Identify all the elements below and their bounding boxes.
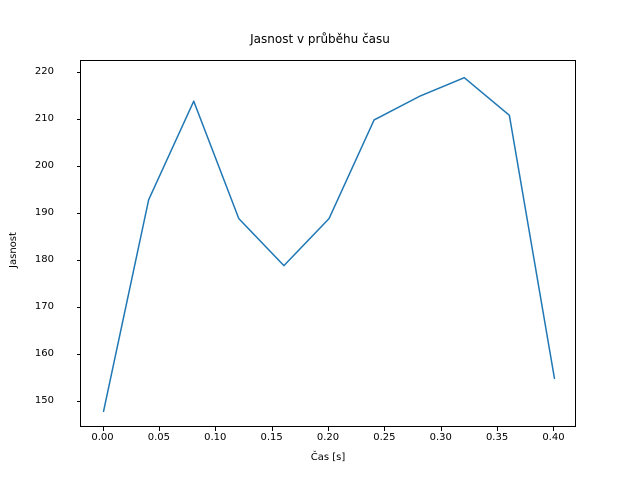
x-axis-tick-label: 0.15 [260,432,283,443]
y-axis-tick-mark [76,165,80,167]
y-axis-tick-mark [76,71,80,73]
y-axis-tick-label: 160 [34,347,54,359]
plot-area [80,60,576,427]
x-axis-tick-label: 0.25 [373,432,396,443]
x-axis-tick-mark [102,427,104,431]
x-axis-tick-label: 0.20 [316,432,340,443]
x-axis-tick-label: 0.35 [485,432,509,443]
x-axis-tick-label: 0.30 [429,432,452,443]
y-axis-tick-mark [76,212,80,214]
x-axis-tick-mark [497,427,499,431]
x-axis-tick-label: 0.40 [542,432,565,443]
x-axis-tick-mark [271,427,273,431]
y-axis-label: Jasnost [8,231,19,268]
chart-title: Jasnost v průběhu času [250,32,390,46]
y-axis-tick-mark [76,118,80,120]
x-axis-tick-mark [215,427,217,431]
x-axis-tick-mark [384,427,386,431]
y-axis-tick-label: 220 [34,65,54,77]
x-axis-tick-mark [553,427,555,431]
x-axis-tick-mark [158,427,160,431]
x-axis-tick-label: 0.05 [147,432,171,443]
y-axis-tick-label: 210 [34,112,54,124]
y-axis-tick-mark [76,400,80,402]
y-axis-tick-mark [76,353,80,355]
x-axis-tick-label: 0.00 [91,432,114,443]
data-line-jasnost [102,76,556,413]
y-axis-tick-mark [76,306,80,308]
y-axis-tick-label: 150 [34,394,54,406]
x-axis-label: Čas [s] [310,452,346,463]
x-axis-tick-mark [328,427,329,431]
line-series-svg [102,76,556,413]
y-axis-tick-label: 190 [34,206,54,218]
y-axis-tick-label: 200 [34,159,54,171]
y-axis-tick-label: 180 [34,253,54,265]
x-axis-tick-label: 0.10 [204,432,227,443]
y-axis-tick-mark [76,259,80,261]
y-axis-tick-label: 170 [34,300,54,312]
x-axis-tick-mark [440,427,442,431]
